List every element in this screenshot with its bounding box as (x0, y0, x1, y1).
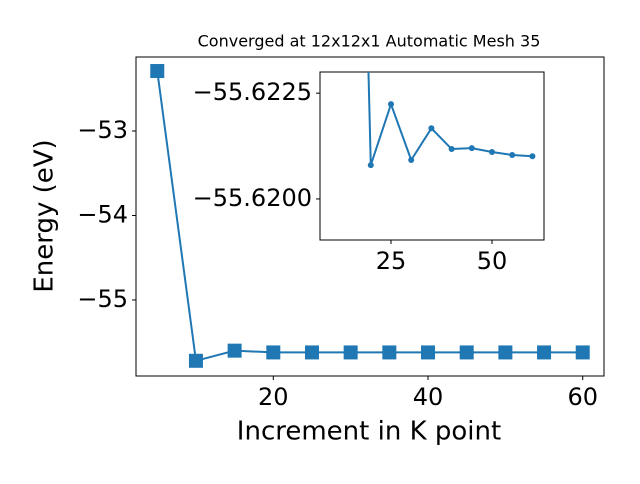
data-point (537, 345, 552, 360)
data-point (343, 345, 358, 360)
x-tick-label: 20 (258, 383, 289, 411)
data-point (428, 125, 435, 132)
data-point (387, 101, 394, 108)
data-point (421, 345, 436, 360)
x-tick-label: 60 (567, 383, 598, 411)
data-point (227, 343, 242, 358)
data-point (468, 145, 475, 152)
series-line (367, 72, 533, 166)
x-tick-label: 40 (413, 383, 444, 411)
x-tick-label: 25 (376, 247, 407, 275)
data-point (382, 345, 397, 360)
data-point (575, 345, 590, 360)
y-tick-label: −55.6225 (193, 78, 312, 106)
data-point (408, 157, 415, 164)
data-point (304, 345, 319, 360)
y-tick-label: −55.6200 (193, 184, 312, 212)
data-point (367, 162, 374, 169)
y-tick-label: −55 (77, 285, 128, 313)
x-tick-label: 50 (477, 247, 508, 275)
data-point (489, 148, 495, 155)
data-point (529, 153, 536, 160)
y-tick-label: −54 (77, 200, 128, 228)
plot-content (150, 64, 590, 368)
plot-area (319, 71, 545, 241)
x-axis-label: Increment in K point (237, 417, 501, 447)
data-point (498, 345, 513, 360)
data-point (188, 353, 203, 368)
data-point (448, 146, 455, 153)
y-axis-label: Energy (eV) (30, 139, 60, 292)
data-point (459, 345, 474, 360)
data-point (266, 345, 281, 360)
data-point (150, 64, 165, 79)
chart-title: Converged at 12x12x1 Automatic Mesh 35 (198, 32, 541, 51)
plot-content (367, 72, 536, 169)
data-point (509, 151, 516, 158)
y-tick-label: −53 (77, 116, 128, 144)
